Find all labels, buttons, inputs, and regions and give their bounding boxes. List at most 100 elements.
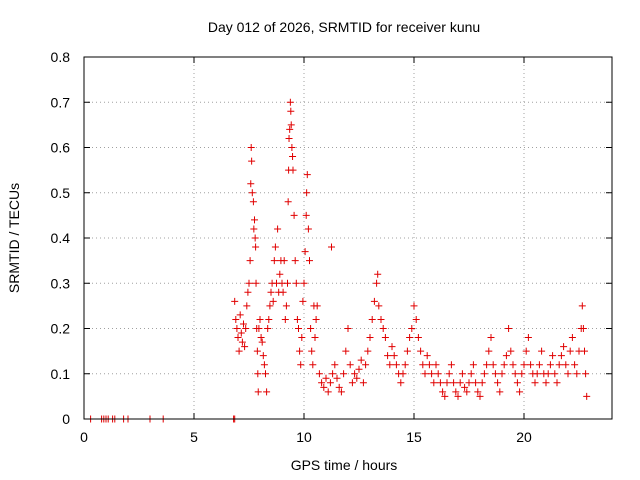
data-point	[318, 379, 326, 387]
data-point	[500, 361, 508, 369]
data-point	[384, 352, 392, 360]
data-point	[253, 347, 261, 355]
data-point	[303, 189, 311, 197]
data-point	[423, 352, 431, 360]
data-point	[242, 325, 250, 332]
data-point	[337, 388, 345, 396]
data-point	[465, 379, 473, 387]
data-point	[281, 315, 289, 323]
data-point	[527, 361, 535, 369]
y-tick-label: 0.3	[51, 275, 71, 291]
data-point	[579, 325, 587, 332]
y-tick-label: 0.2	[51, 321, 71, 337]
data-point	[441, 392, 449, 400]
data-point	[287, 121, 295, 129]
data-point	[304, 225, 312, 233]
data-point	[262, 370, 269, 378]
data-point	[375, 302, 383, 310]
data-point	[289, 153, 297, 161]
data-point	[502, 352, 510, 360]
data-point	[340, 370, 348, 378]
data-point	[295, 325, 302, 332]
data-point	[247, 144, 255, 151]
x-tick-label: 0	[80, 429, 88, 445]
data-point	[421, 370, 429, 378]
data-point	[474, 388, 482, 396]
data-point	[296, 347, 304, 355]
data-point	[248, 157, 256, 165]
data-point	[260, 361, 268, 369]
data-point	[542, 379, 550, 387]
data-point	[252, 243, 260, 251]
data-point	[516, 388, 524, 396]
data-point	[311, 334, 319, 342]
data-point	[571, 361, 579, 369]
data-point	[498, 370, 506, 378]
data-point	[303, 171, 311, 179]
data-point	[381, 334, 389, 342]
data-point	[509, 361, 517, 369]
data-point	[324, 388, 332, 396]
data-point	[290, 211, 298, 219]
data-point	[288, 144, 296, 151]
data-point	[357, 356, 365, 364]
data-point	[535, 361, 543, 369]
data-point	[302, 211, 310, 219]
data-point	[331, 361, 339, 369]
data-point	[257, 334, 265, 342]
data-point	[235, 347, 243, 355]
data-point	[306, 257, 313, 265]
data-point	[581, 347, 588, 355]
data-point	[436, 379, 444, 387]
data-point	[238, 338, 246, 346]
data-point	[284, 198, 292, 206]
data-point	[513, 379, 521, 387]
data-point	[259, 352, 267, 360]
data-point	[326, 379, 334, 387]
data-point	[265, 315, 273, 323]
data-point	[233, 325, 241, 332]
data-point	[243, 302, 251, 310]
y-tick-labels: 0 0.1 0.2 0.3 0.4 0.5 0.6 0.7 0.8	[51, 49, 71, 427]
data-point	[359, 379, 367, 387]
data-point	[430, 379, 438, 387]
data-point	[582, 370, 590, 378]
data-point	[403, 347, 411, 355]
data-point	[456, 379, 464, 387]
data-point	[249, 198, 257, 206]
y-axis-label: SRMTID / TECUs	[6, 183, 22, 293]
data-point	[483, 361, 491, 369]
data-point	[342, 347, 350, 355]
data-point	[410, 302, 418, 310]
y-tick-label: 0.8	[51, 49, 71, 65]
data-point	[300, 279, 308, 287]
data-point	[555, 361, 563, 369]
data-point	[461, 383, 469, 391]
x-axis-label: GPS time / hours	[291, 457, 398, 473]
data-point	[578, 302, 586, 310]
data-point	[329, 370, 337, 378]
data-point	[297, 361, 305, 369]
data-point	[322, 374, 330, 382]
data-point	[270, 257, 278, 265]
data-point	[335, 383, 343, 391]
y-tick-label: 0.6	[51, 140, 71, 156]
y-tick-label: 0.4	[51, 230, 71, 246]
data-point	[472, 379, 480, 387]
data-point	[397, 379, 405, 387]
data-point	[312, 315, 320, 323]
data-point	[264, 325, 272, 332]
data-point	[287, 107, 295, 115]
data-point	[480, 370, 488, 378]
data-point	[364, 347, 372, 355]
data-point	[280, 257, 288, 265]
data-point	[348, 379, 356, 387]
y-tick-label: 0	[62, 411, 70, 427]
data-point	[276, 270, 284, 278]
data-point	[445, 370, 453, 378]
data-point	[414, 334, 422, 342]
data-point	[344, 325, 352, 332]
data-point	[489, 361, 497, 369]
data-point	[292, 279, 300, 287]
